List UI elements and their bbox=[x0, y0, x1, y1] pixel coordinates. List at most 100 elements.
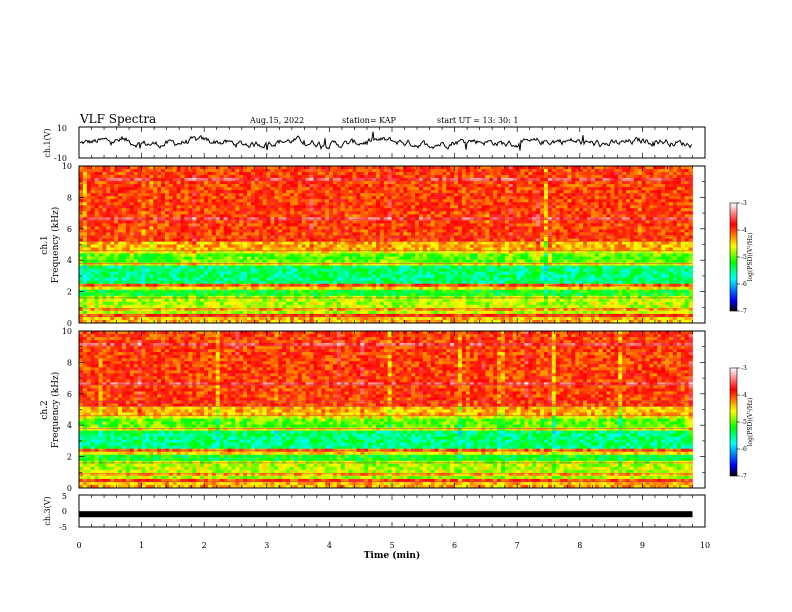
spectrogram-cell bbox=[422, 223, 428, 227]
spectrogram-cell bbox=[321, 232, 326, 236]
spectrogram-cell bbox=[200, 166, 205, 170]
spectrogram-cell bbox=[465, 229, 471, 233]
spectrogram-cell bbox=[473, 226, 478, 230]
spectrogram-cell bbox=[336, 175, 342, 179]
spectrogram-cell bbox=[196, 253, 201, 257]
spectrogram-cell bbox=[450, 256, 455, 260]
spectrogram-cell bbox=[426, 238, 432, 242]
spectrogram-cell bbox=[645, 184, 650, 188]
spectrogram-cell bbox=[161, 250, 166, 254]
spectrogram-cell bbox=[90, 172, 96, 176]
spectrogram-cell bbox=[274, 220, 279, 224]
spectrogram-cell bbox=[168, 226, 174, 230]
spectrogram-cell bbox=[180, 175, 185, 179]
spectrogram-cell bbox=[79, 241, 84, 245]
spectrogram-cell bbox=[352, 220, 357, 224]
spectrogram-cell bbox=[477, 256, 482, 260]
spectrogram-cell bbox=[446, 187, 451, 191]
spectrogram-cell bbox=[407, 172, 412, 176]
spectrogram-cell bbox=[290, 220, 295, 224]
spectrogram-cell bbox=[442, 229, 447, 233]
spectrogram-cell bbox=[188, 169, 193, 173]
spectrogram-cell bbox=[278, 175, 283, 179]
spectrogram-cell bbox=[266, 223, 271, 227]
spectrogram-cell bbox=[415, 190, 420, 194]
spectrogram-cell bbox=[688, 181, 693, 185]
spectrogram-cell bbox=[661, 184, 666, 188]
spectrogram-cell bbox=[672, 241, 678, 245]
spectrogram-cell bbox=[133, 172, 139, 176]
spectrogram-cell bbox=[98, 241, 103, 245]
spectrogram-cell bbox=[434, 187, 439, 191]
spectrogram-cell bbox=[485, 169, 490, 173]
spectrogram-cell bbox=[114, 226, 119, 230]
spectrogram-cell bbox=[301, 166, 307, 170]
spectrogram-cell bbox=[669, 166, 674, 170]
spectrogram-cell bbox=[516, 232, 521, 236]
spectrogram-cell bbox=[543, 235, 549, 239]
spectrogram-cell bbox=[458, 184, 463, 188]
spectrogram-cell bbox=[442, 223, 447, 227]
spectrogram-cell bbox=[469, 193, 475, 197]
spectrogram-cell bbox=[551, 256, 557, 260]
spectrogram-cell bbox=[274, 244, 279, 248]
spectrogram-cell bbox=[606, 247, 611, 251]
spectrogram-cell bbox=[247, 199, 252, 203]
spectrogram-cell bbox=[665, 250, 670, 254]
spectrogram-cell bbox=[153, 235, 158, 239]
spectrogram-cell bbox=[336, 238, 342, 242]
spectrogram-cell bbox=[465, 238, 471, 242]
spectrogram-cell bbox=[118, 208, 123, 212]
spectrogram-cell bbox=[137, 172, 142, 176]
spectrogram-cell bbox=[344, 223, 350, 227]
spectrogram-cell bbox=[329, 166, 334, 170]
spectrogram-cell bbox=[192, 187, 197, 191]
spectrogram-cell bbox=[321, 214, 326, 218]
spectrogram-cell bbox=[348, 223, 353, 227]
spectrogram-cell bbox=[481, 232, 486, 236]
spectrogram-cell bbox=[332, 238, 338, 242]
spectrogram-cell bbox=[532, 190, 537, 194]
spectrogram-cell bbox=[641, 202, 646, 206]
spectrogram-cell bbox=[383, 235, 389, 239]
spectrogram-cell bbox=[485, 205, 490, 209]
spectrogram-cell bbox=[524, 187, 529, 191]
spectrogram-cell bbox=[415, 175, 420, 179]
spectrogram-cell bbox=[516, 196, 521, 200]
spectrogram-cell bbox=[125, 166, 131, 170]
spectrogram-cell bbox=[676, 256, 682, 260]
spectrogram-cell bbox=[458, 226, 463, 230]
spectrogram-cell bbox=[493, 235, 498, 239]
spectrogram-cell bbox=[665, 199, 670, 203]
spectrogram-cell bbox=[270, 214, 275, 218]
spectrogram-cell bbox=[567, 232, 572, 236]
spectrogram-cell bbox=[114, 235, 119, 239]
spectrogram-cell bbox=[90, 235, 96, 239]
spectrogram-cell bbox=[485, 196, 490, 200]
spectrogram-cell bbox=[614, 202, 619, 206]
spectrogram-cell bbox=[161, 229, 166, 233]
spectrogram-cell bbox=[270, 253, 275, 257]
spectrogram-cell bbox=[497, 202, 502, 206]
spectrogram-cell bbox=[301, 187, 307, 191]
spectrogram-cell bbox=[379, 232, 385, 236]
spectrogram-cell bbox=[610, 169, 615, 173]
spectrogram-cell bbox=[82, 184, 88, 188]
spectrogram-cell bbox=[153, 211, 158, 215]
spectrogram-cell bbox=[676, 211, 682, 215]
spectrogram-cell bbox=[114, 187, 119, 191]
spectrogram-cell bbox=[657, 256, 662, 260]
spectrogram-cell bbox=[196, 220, 201, 224]
spectrogram-cell bbox=[551, 214, 557, 218]
spectrogram-cell bbox=[118, 235, 123, 239]
spectrogram-cell bbox=[121, 226, 127, 230]
spectrogram-cell bbox=[508, 199, 514, 203]
spectrogram-cell bbox=[450, 244, 455, 248]
spectrogram-cell bbox=[473, 253, 478, 257]
spectrogram-cell bbox=[344, 250, 350, 254]
spectrogram-cell bbox=[524, 256, 529, 260]
spectrogram-cell bbox=[602, 247, 607, 251]
spectrogram-cell bbox=[583, 253, 588, 257]
spectrogram-cell bbox=[90, 202, 96, 206]
spectrogram-cell bbox=[301, 241, 307, 245]
